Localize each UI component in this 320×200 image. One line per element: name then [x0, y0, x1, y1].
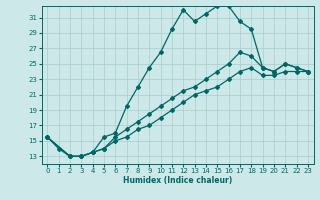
- X-axis label: Humidex (Indice chaleur): Humidex (Indice chaleur): [123, 176, 232, 185]
